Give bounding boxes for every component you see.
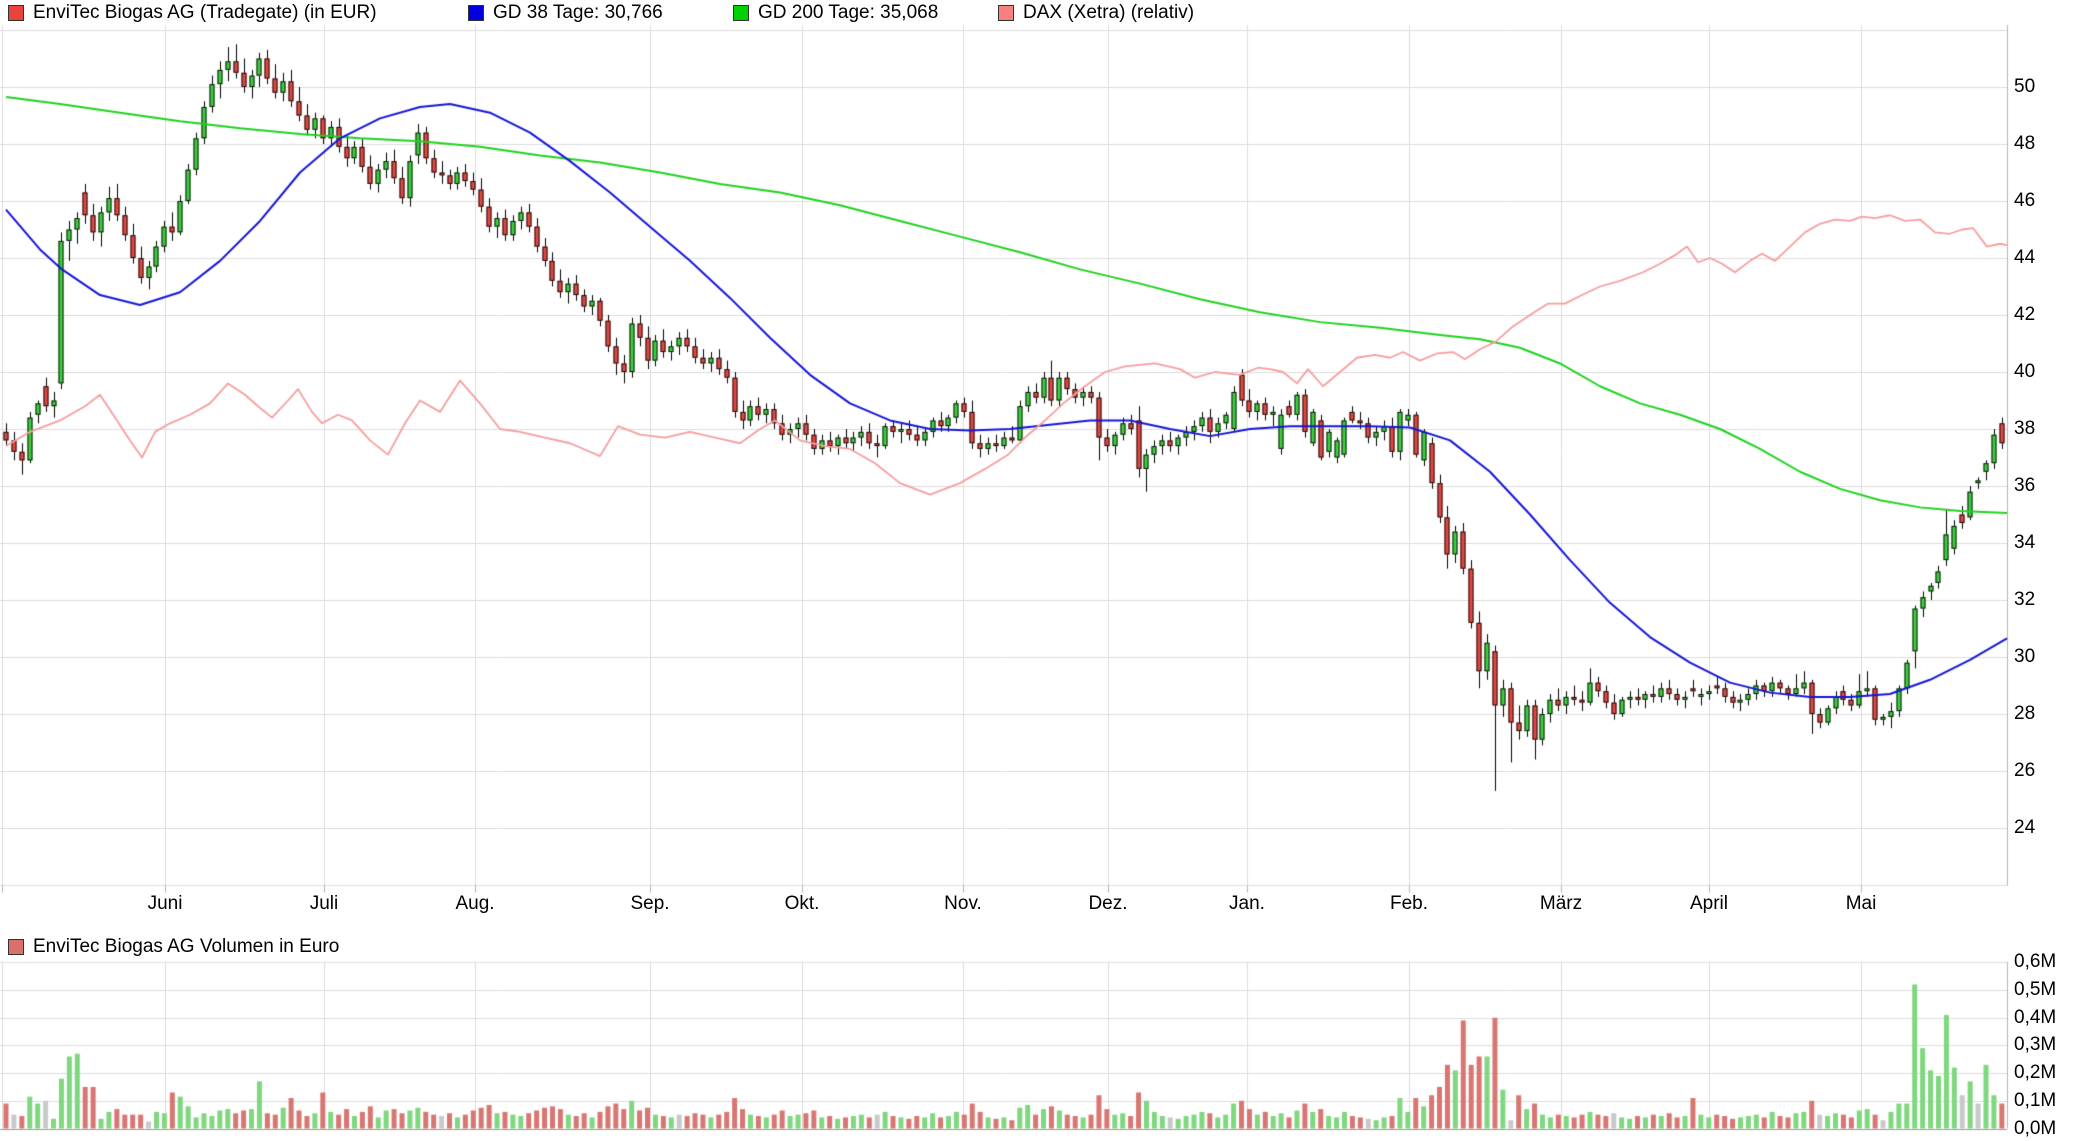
price-tick-label: 28 xyxy=(2014,703,2036,724)
month-label: Feb. xyxy=(1389,893,1429,914)
price-tick-label: 34 xyxy=(2014,532,2036,553)
legend-item-gd38: GD 38 Tage: 30,766 xyxy=(468,2,663,24)
dax-series-marker-icon xyxy=(998,5,1014,21)
volume-tick-label: 0,2M xyxy=(2014,1062,2057,1084)
price-tick-label: 46 xyxy=(2014,190,2036,211)
price-tick-label: 36 xyxy=(2014,475,2036,496)
legend-label-dax: DAX (Xetra) (relativ) xyxy=(1023,2,1195,23)
gd200-series-marker-icon xyxy=(733,5,749,21)
month-label: Okt. xyxy=(784,893,820,914)
month-label: Juni xyxy=(147,893,183,914)
volume-tick-label: 0,1M xyxy=(2014,1089,2057,1111)
envitec-series-marker-icon xyxy=(8,5,24,21)
volume-tick-label: 0,0M xyxy=(2014,1117,2057,1139)
month-label: März xyxy=(1539,893,1583,914)
volume-tick-label: 0,5M xyxy=(2014,979,2057,1000)
price-tick-label: 30 xyxy=(2014,646,2036,667)
volume-tick-label: 0,3M xyxy=(2014,1034,2057,1056)
volume-series-marker-icon xyxy=(8,939,24,955)
price-tick-label: 50 xyxy=(2014,76,2036,97)
price-tick-label: 44 xyxy=(2014,247,2036,268)
volume-tick-label: 0,6M xyxy=(2014,951,2057,973)
month-label: Sep. xyxy=(630,893,670,914)
price-tick-label: 26 xyxy=(2014,760,2036,781)
legend-label-gd38: GD 38 Tage: 30,766 xyxy=(493,2,663,23)
month-label: Mai xyxy=(1845,893,1877,914)
month-label: Juli xyxy=(309,893,339,914)
price-tick-label: 42 xyxy=(2014,304,2036,325)
price-tick-label: 48 xyxy=(2014,133,2036,154)
price-tick-label: 24 xyxy=(2014,817,2036,838)
legend-item-gd200: GD 200 Tage: 35,068 xyxy=(733,2,938,24)
month-label: Dez. xyxy=(1088,893,1128,914)
legend-item-envitec: EnviTec Biogas AG (Tradegate) (in EUR) xyxy=(8,2,377,24)
price-tick-label: 40 xyxy=(2014,361,2036,382)
volume-legend-label: EnviTec Biogas AG Volumen in Euro xyxy=(33,936,340,957)
gd38-series-marker-icon xyxy=(468,5,484,21)
month-label: Nov. xyxy=(944,893,982,914)
legend-label-gd200: GD 200 Tage: 35,068 xyxy=(758,2,939,23)
month-label: Jan. xyxy=(1229,893,1265,914)
legend-label-envitec: EnviTec Biogas AG (Tradegate) (in EUR) xyxy=(33,2,377,23)
month-label: Aug. xyxy=(455,893,495,914)
price-tick-label: 32 xyxy=(2014,589,2036,610)
volume-legend: EnviTec Biogas AG Volumen in Euro xyxy=(8,936,339,958)
price-tick-label: 38 xyxy=(2014,418,2036,439)
legend-item-dax: DAX (Xetra) (relativ) xyxy=(998,2,1194,24)
volume-tick-label: 0,4M xyxy=(2014,1006,2057,1028)
month-label: April xyxy=(1689,893,1728,914)
